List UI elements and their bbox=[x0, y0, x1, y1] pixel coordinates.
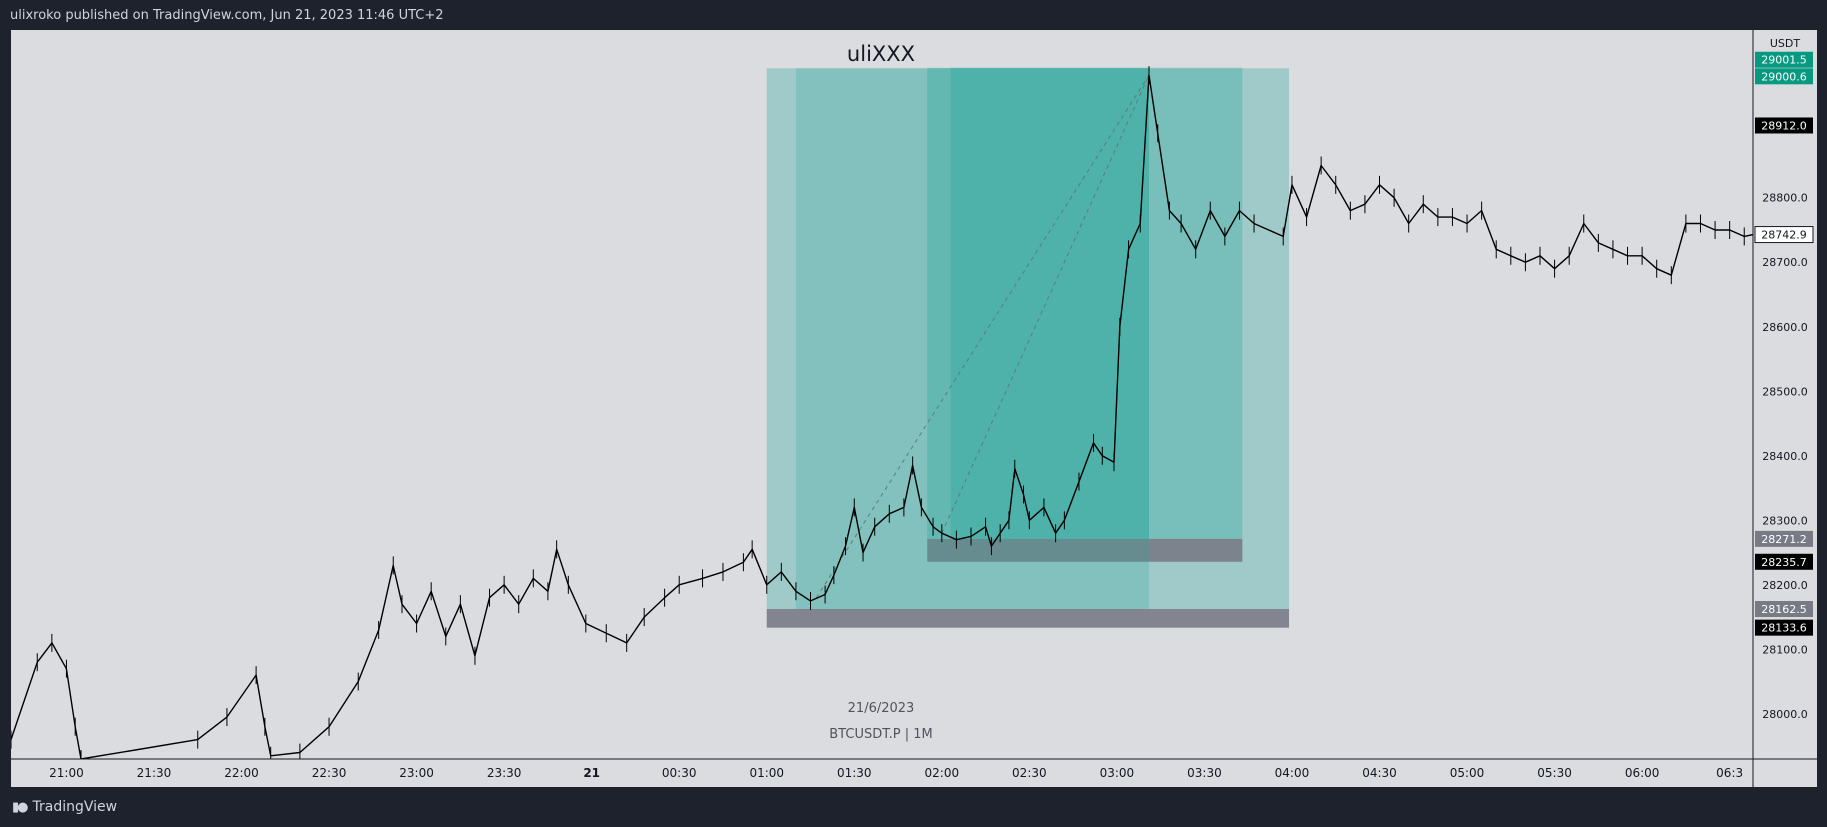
time-tick-label: 23:30 bbox=[487, 766, 522, 780]
profit-zone bbox=[766, 68, 1290, 610]
long-position-tool bbox=[766, 68, 1290, 628]
time-tick-label: 22:30 bbox=[312, 766, 347, 780]
realized-zone bbox=[950, 67, 1149, 539]
price-tick-label: 28800.0 bbox=[1762, 192, 1808, 205]
price-tick-label: 28600.0 bbox=[1762, 321, 1808, 334]
time-tick-label: 03:00 bbox=[1100, 766, 1135, 780]
price-badge-label: 28742.9 bbox=[1761, 229, 1807, 242]
time-tick-label: 01:00 bbox=[749, 766, 784, 780]
tradingview-logo[interactable]: ▮● TradingView bbox=[12, 799, 117, 815]
price-badge bbox=[1754, 226, 1814, 244]
profit-zone bbox=[927, 67, 1243, 539]
price-badge bbox=[1755, 601, 1813, 618]
time-tick-label: 21 bbox=[583, 766, 600, 780]
price-badge bbox=[1755, 553, 1813, 570]
branding-footer: ▮● TradingView bbox=[0, 787, 1827, 827]
currency-label: USDT bbox=[1770, 37, 1801, 50]
price-badge bbox=[1755, 117, 1813, 134]
realized-zone bbox=[795, 68, 1149, 610]
trade-path-line bbox=[941, 74, 1150, 534]
time-tick-label: 04:00 bbox=[1275, 766, 1310, 780]
price-tick-label: 28500.0 bbox=[1762, 385, 1808, 398]
price-badge bbox=[1755, 51, 1813, 68]
publish-info: ulixroko published on TradingView.com, J… bbox=[10, 8, 444, 23]
time-tick-label: 22:00 bbox=[224, 766, 259, 780]
time-tick-label: 05:30 bbox=[1537, 766, 1572, 780]
time-tick-label: 01:30 bbox=[837, 766, 872, 780]
symbol-label: BTCUSDT.P | 1M bbox=[829, 727, 932, 742]
chart-watermark-title: uliXXX bbox=[847, 42, 915, 66]
time-tick-label: 06:00 bbox=[1625, 766, 1660, 780]
price-badge-label: 29000.6 bbox=[1761, 70, 1807, 83]
time-tick-label: 04:30 bbox=[1362, 766, 1397, 780]
stop-loss-zone bbox=[927, 538, 1243, 562]
time-tick-label: 02:00 bbox=[925, 766, 960, 780]
chart-area[interactable]: uliXXX 21/6/2023 BTCUSDT.P | 1M USDT 28000.0… bbox=[11, 30, 1817, 787]
time-tick-label: 23:00 bbox=[399, 766, 434, 780]
date-label: 21/6/2023 bbox=[848, 701, 915, 716]
price-badge-label: 28133.6 bbox=[1761, 622, 1807, 635]
price-tick-label: 28300.0 bbox=[1762, 514, 1808, 527]
chart-canvas[interactable]: uliXXX 21/6/2023 BTCUSDT.P | 1M USDT 28000.0… bbox=[11, 30, 1817, 787]
price-badge-label: 28235.7 bbox=[1761, 556, 1807, 569]
price-badge-label: 29001.5 bbox=[1761, 54, 1807, 67]
price-tick-label: 28200.0 bbox=[1762, 579, 1808, 592]
price-badge-label: 28912.0 bbox=[1761, 119, 1807, 132]
time-tick-label: 02:30 bbox=[1012, 766, 1047, 780]
price-badge-label: 28271.2 bbox=[1761, 533, 1807, 546]
plot-area bbox=[11, 66, 1753, 759]
stop-loss-zone bbox=[766, 609, 1290, 628]
price-tick-label: 28700.0 bbox=[1762, 256, 1808, 269]
time-tick-label: 00:30 bbox=[662, 766, 697, 780]
publish-header: ulixroko published on TradingView.com, J… bbox=[0, 0, 1827, 30]
tradingview-logo-icon: ▮● bbox=[12, 799, 28, 815]
price-badge bbox=[1755, 68, 1813, 85]
long-position-tool bbox=[927, 67, 1243, 562]
price-badge bbox=[1755, 530, 1813, 547]
price-tick-label: 28000.0 bbox=[1762, 708, 1808, 721]
time-tick-label: 03:30 bbox=[1187, 766, 1222, 780]
price-badge-label: 28162.5 bbox=[1761, 603, 1807, 616]
price-tick-label: 28400.0 bbox=[1762, 450, 1808, 463]
price-tick-label: 28100.0 bbox=[1762, 643, 1808, 656]
time-tick-label: 21:30 bbox=[137, 766, 172, 780]
brand-name: TradingView bbox=[32, 799, 118, 815]
price-badge bbox=[1755, 619, 1813, 636]
time-tick-label: 05:00 bbox=[1450, 766, 1485, 780]
time-tick-label: 06:3 bbox=[1716, 766, 1743, 780]
time-tick-label: 21:00 bbox=[49, 766, 84, 780]
